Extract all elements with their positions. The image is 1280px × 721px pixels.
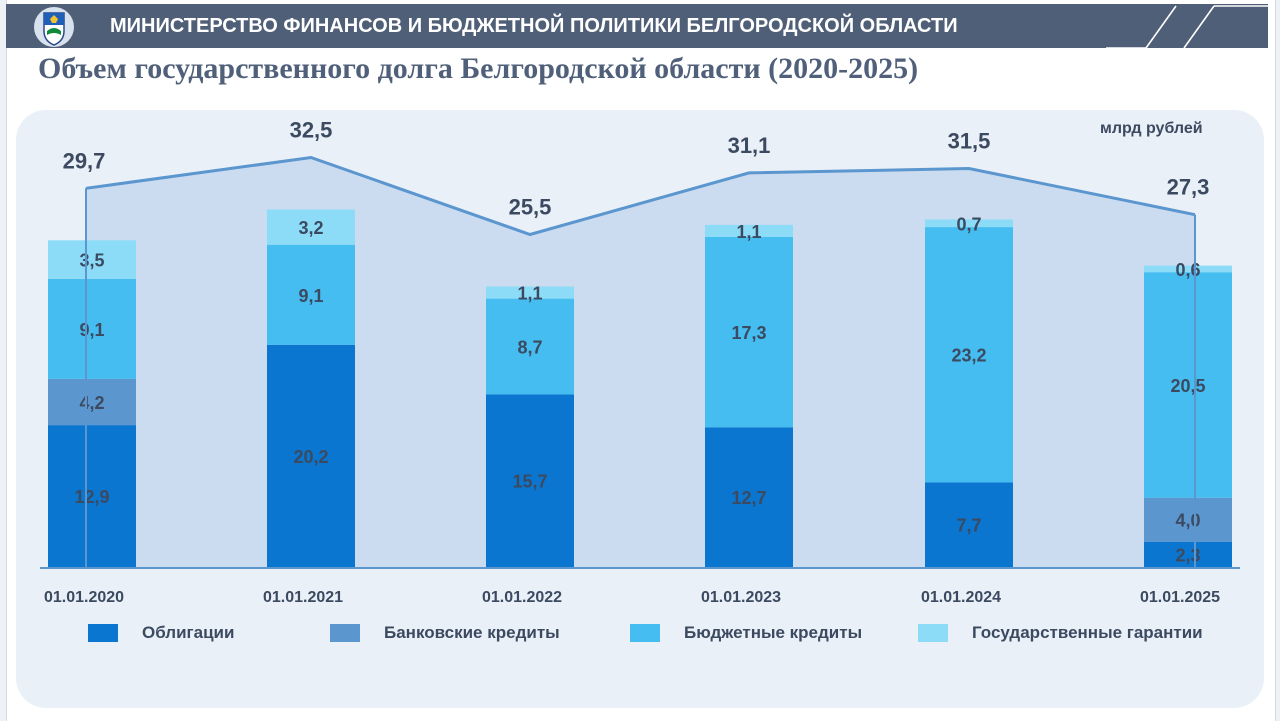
- segment-label-3-3: 1,1: [736, 222, 761, 242]
- bar-segment-2-4: [925, 227, 1013, 483]
- total-label-0: 29,7: [63, 148, 106, 173]
- page-title: Объем государственного долга Белгородско…: [38, 52, 919, 85]
- bar-segment-0-5: [1144, 541, 1232, 567]
- bar-segment-2-2: [486, 298, 574, 395]
- unit-label: млрд рублей: [1100, 120, 1203, 137]
- segment-label-3-5: 0,6: [1175, 260, 1200, 280]
- bar-segment-0-2: [486, 394, 574, 567]
- header-title: МИНИСТЕРСТВО ФИНАНСОВ И БЮДЖЕТНОЙ ПОЛИТИ…: [110, 15, 958, 37]
- category-label-3: 01.01.2023: [701, 589, 781, 606]
- legend: Облигации Банковские кредиты Бюджетные к…: [0, 618, 1280, 648]
- category-label-0: 01.01.2020: [44, 589, 124, 606]
- bar-segment-2-3: [705, 237, 793, 428]
- category-label-1: 01.01.2021: [263, 589, 343, 606]
- header-slash-decoration: [1106, 5, 1274, 49]
- bar-segment-2-0: [48, 278, 136, 379]
- segment-label-0-3: 12,7: [731, 488, 766, 508]
- legend-item-bank-loans: Банковские кредиты: [330, 618, 560, 648]
- bar-segment-0-4: [925, 482, 1013, 567]
- bar-segment-0-1: [267, 344, 355, 567]
- bar-segment-3-1: [267, 209, 355, 245]
- segment-label-3-0: 3,5: [79, 251, 104, 271]
- bar-segment-2-5: [1144, 272, 1232, 498]
- legend-swatch-bank-loans: [330, 624, 360, 642]
- segment-label-2-3: 17,3: [731, 323, 766, 343]
- segment-label-0-5: 2,3: [1175, 545, 1200, 565]
- total-area: [86, 157, 1195, 567]
- header-bar: МИНИСТЕРСТВО ФИНАНСОВ И БЮДЖЕТНОЙ ПОЛИТИ…: [6, 4, 1274, 49]
- legend-label-budget-loans: Бюджетные кредиты: [684, 623, 863, 642]
- bar-segment-0-0: [48, 425, 136, 567]
- total-label-4: 31,5: [948, 129, 991, 154]
- segment-label-3-4: 0,7: [956, 214, 981, 234]
- belgorod-crest-icon: [34, 7, 74, 47]
- segment-label-0-2: 15,7: [512, 472, 547, 492]
- bar-segment-0-3: [705, 427, 793, 567]
- total-label-2: 25,5: [509, 195, 552, 220]
- bar-segment-3-0: [48, 240, 136, 279]
- segment-label-2-1: 9,1: [298, 286, 323, 306]
- segment-label-1-0: 4,2: [79, 393, 104, 413]
- segment-label-3-2: 1,1: [517, 284, 542, 304]
- segment-label-0-4: 7,7: [956, 516, 981, 536]
- bar-segment-2-1: [267, 244, 355, 345]
- bar-segment-1-0: [48, 378, 136, 426]
- segment-label-0-0: 12,9: [74, 487, 109, 507]
- category-label-2: 01.01.2022: [482, 589, 562, 606]
- bar-segment-1-5: [1144, 497, 1232, 542]
- total-label-3: 31,1: [728, 133, 771, 158]
- legend-label-bonds: Облигации: [142, 623, 235, 642]
- legend-swatch-budget-loans: [630, 624, 660, 642]
- bar-segment-3-2: [486, 286, 574, 299]
- total-line: [85, 155, 1196, 237]
- legend-item-budget-loans: Бюджетные кредиты: [630, 618, 862, 648]
- segment-label-1-5: 4,0: [1175, 511, 1200, 531]
- segment-label-3-1: 3,2: [298, 218, 323, 238]
- bar-segment-3-5: [1144, 265, 1232, 273]
- bar-segment-3-3: [705, 224, 793, 237]
- legend-item-bonds: Облигации: [88, 618, 234, 648]
- category-label-5: 01.01.2025: [1140, 589, 1220, 606]
- legend-item-state-guarantees: Государственные гарантии: [918, 618, 1203, 648]
- segment-label-0-1: 20,2: [293, 447, 328, 467]
- total-label-5: 27,3: [1167, 175, 1210, 200]
- segment-label-2-0: 9,1: [79, 320, 104, 340]
- segment-label-2-2: 8,7: [517, 337, 542, 357]
- total-label-1: 32,5: [290, 118, 333, 143]
- legend-swatch-state-guarantees: [918, 624, 948, 642]
- category-label-4: 01.01.2024: [921, 589, 1001, 606]
- bar-segment-3-4: [925, 219, 1013, 228]
- legend-label-bank-loans: Банковские кредиты: [384, 623, 560, 642]
- segment-label-2-5: 20,5: [1170, 376, 1205, 396]
- legend-swatch-bonds: [88, 624, 118, 642]
- segment-label-2-4: 23,2: [951, 346, 986, 366]
- legend-label-state-guarantees: Государственные гарантии: [972, 623, 1203, 642]
